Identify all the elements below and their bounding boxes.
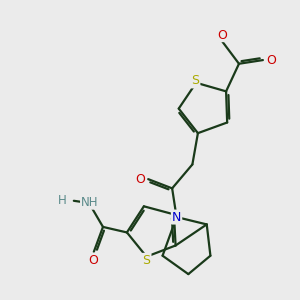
Text: NH: NH: [81, 196, 98, 209]
Text: O: O: [218, 28, 227, 41]
Text: O: O: [266, 54, 276, 67]
Text: S: S: [142, 254, 151, 267]
Text: N: N: [172, 211, 181, 224]
Text: S: S: [191, 74, 200, 87]
Text: H: H: [58, 194, 67, 206]
Text: O: O: [135, 173, 145, 186]
Text: O: O: [88, 254, 98, 266]
